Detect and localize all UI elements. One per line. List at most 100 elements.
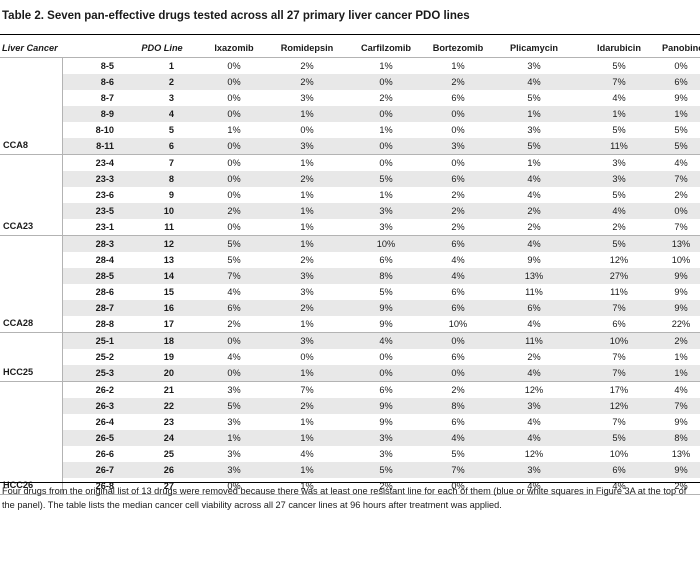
bortezomib-cell: 0% (451, 158, 465, 168)
table-row: 23-1 11 0% 1% 3% 2% 2% 2% 7% (0, 219, 700, 236)
ixazomib-cell: 3% (227, 449, 241, 459)
header-bortezomib: Bortezomib (424, 39, 492, 58)
plicamycin-cell: 4% (492, 365, 576, 382)
panobinostat-cell: 10% (671, 255, 691, 265)
plicamycin-cell: 12% (524, 385, 544, 395)
panobinostat-cell: 4% (674, 158, 688, 168)
plicamycin-cell: 4% (492, 74, 576, 90)
panobinostat-cell: 5% (662, 138, 700, 155)
ixazomib-cell: 0% (202, 74, 266, 90)
panobinostat-cell: 7% (662, 219, 700, 236)
table-row: 28-4 13 5% 2% 6% 4% 9% 12% 10% (0, 252, 700, 268)
group-label: CCA23 (0, 154, 63, 236)
idarubicin-cell: 11% (610, 287, 628, 297)
romidepsin-cell: 1% (300, 417, 314, 427)
panobinostat-cell: 1% (662, 365, 700, 382)
carfilzomib-cell: 6% (379, 385, 393, 395)
panobinostat-cell: 1% (662, 106, 700, 122)
panobinostat-cell: 9% (662, 300, 700, 316)
sample-id-cell: 25-3 (62, 365, 122, 382)
ixazomib-cell: 0% (227, 190, 241, 200)
header-panobinostat: Panobinostat (662, 39, 700, 58)
idarubicin-cell: 2% (576, 219, 662, 236)
table-row: 26-3 22 5% 2% 9% 8% 3% 12% 7% (0, 398, 700, 414)
table-row: HCC26 26-2 21 3% 7% 6% 2% 12% 17% 4% (0, 381, 700, 495)
idarubicin-cell: 3% (576, 171, 662, 187)
carfilzomib-cell: 0% (379, 158, 393, 168)
sample-id-cell: 28-7 (62, 300, 122, 316)
carfilzomib-cell: 5% (348, 462, 424, 478)
ixazomib-cell: 0% (227, 158, 241, 168)
sample-id-cell: 26-6 (95, 449, 114, 459)
carfilzomib-cell: 0% (348, 106, 424, 122)
ixazomib-cell: 0% (227, 61, 241, 71)
panobinostat-cell: 1% (674, 352, 688, 362)
carfilzomib-cell: 5% (348, 171, 424, 187)
romidepsin-cell: 2% (266, 74, 348, 90)
ixazomib-cell: 0% (202, 171, 266, 187)
idarubicin-cell: 7% (612, 352, 626, 362)
plicamycin-cell: 4% (527, 417, 541, 427)
bortezomib-cell: 2% (451, 385, 465, 395)
plicamycin-cell: 9% (527, 255, 541, 265)
bortezomib-cell: 1% (451, 61, 465, 71)
idarubicin-cell: 7% (576, 365, 662, 382)
carfilzomib-cell: 1% (379, 125, 393, 135)
header-liver-cancer: Liver Cancer (0, 39, 62, 58)
plicamycin-cell: 3% (492, 398, 576, 414)
table-row: 23-3 8 0% 2% 5% 6% 4% 3% 7% (0, 171, 700, 187)
plicamycin-cell: 3% (527, 125, 541, 135)
panobinostat-cell: 7% (662, 171, 700, 187)
table-row: 26-5 24 1% 1% 3% 4% 4% 5% 8% (0, 430, 700, 446)
panobinostat-cell: 13% (671, 449, 691, 459)
pdo-line-cell: 10 (122, 203, 202, 219)
pdo-line-cell: 18 (122, 332, 202, 349)
table-row: 26-4 23 3% 1% 9% 6% 4% 7% 9% (0, 414, 700, 430)
plicamycin-cell: 5% (492, 138, 576, 155)
panobinostat-cell: 5% (674, 125, 688, 135)
bortezomib-cell: 10% (424, 316, 492, 333)
header-pdo-line: PDO Line (122, 39, 202, 58)
ixazomib-cell: 4% (227, 352, 241, 362)
ixazomib-cell: 3% (227, 385, 241, 395)
header-carfilzomib: Carfilzomib (348, 39, 424, 58)
top-rule (0, 34, 700, 35)
idarubicin-cell: 17% (609, 385, 629, 395)
bortezomib-cell: 6% (424, 235, 492, 252)
pdo-line-cell: 1 (168, 61, 174, 71)
pdo-line-cell: 16 (122, 300, 202, 316)
romidepsin-cell: 2% (300, 255, 314, 265)
header-plicamycin: Plicamycin (492, 39, 576, 58)
romidepsin-cell: 0% (300, 125, 314, 135)
ixazomib-cell: 0% (227, 93, 241, 103)
pdo-line-cell: 20 (122, 365, 202, 382)
header-row: Liver Cancer PDO Line Ixazomib Romidepsi… (0, 39, 700, 58)
carfilzomib-cell: 1% (379, 190, 393, 200)
panobinostat-cell: 2% (674, 190, 688, 200)
table-row: 26-7 26 3% 1% 5% 7% 3% 6% 9% (0, 462, 700, 478)
pdo-line-cell: 19 (163, 352, 174, 362)
romidepsin-cell: 2% (266, 398, 348, 414)
plicamycin-cell: 2% (492, 219, 576, 236)
sample-id-cell: 8-5 (100, 61, 114, 71)
idarubicin-cell: 4% (576, 203, 662, 219)
romidepsin-cell: 1% (266, 430, 348, 446)
idarubicin-cell: 7% (612, 417, 626, 427)
bortezomib-cell: 3% (424, 138, 492, 155)
idarubicin-cell: 10% (576, 332, 662, 349)
bortezomib-cell: 8% (424, 398, 492, 414)
pdo-line-cell: 21 (163, 385, 174, 395)
plicamycin-cell: 4% (492, 235, 576, 252)
bortezomib-cell: 6% (451, 352, 465, 362)
panobinostat-cell: 22% (662, 316, 700, 333)
pdo-line-cell: 6 (122, 138, 202, 155)
group-label: HCC26 (0, 381, 63, 495)
ixazomib-cell: 1% (202, 430, 266, 446)
romidepsin-cell: 3% (300, 287, 314, 297)
bortezomib-cell: 0% (424, 365, 492, 382)
plicamycin-cell: 4% (492, 171, 576, 187)
romidepsin-cell: 1% (266, 462, 348, 478)
plicamycin-cell: 3% (527, 61, 541, 71)
bortezomib-cell: 5% (451, 449, 465, 459)
table-row: 28-7 16 6% 2% 9% 6% 6% 7% 9% (0, 300, 700, 316)
